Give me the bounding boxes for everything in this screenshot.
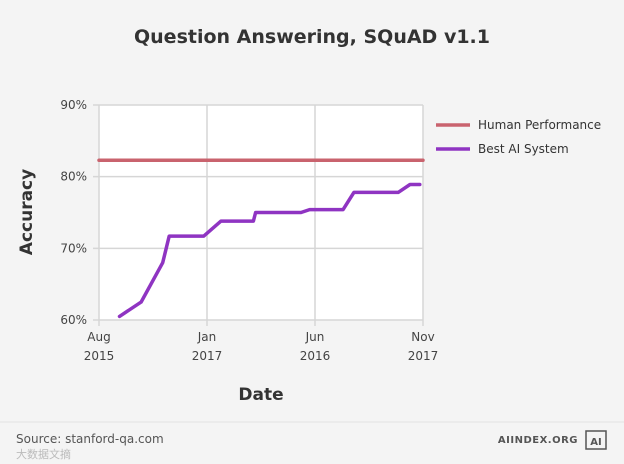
watermark-text: 大数据文摘 bbox=[16, 447, 71, 461]
logo-text: AI bbox=[590, 437, 601, 448]
y-axis-label: Accuracy bbox=[17, 169, 37, 255]
x-tick-label-month: Jan bbox=[197, 330, 217, 344]
x-tick-label-year: 2017 bbox=[192, 349, 223, 363]
x-tick-label-year: 2017 bbox=[408, 349, 439, 363]
legend-label: Best AI System bbox=[478, 142, 569, 156]
y-tick-label: 70% bbox=[60, 241, 87, 255]
ai-index-logo: AI bbox=[585, 430, 607, 450]
x-tick-label-month: Aug bbox=[87, 330, 110, 344]
x-tick-label-month: Jun bbox=[305, 330, 325, 344]
x-tick-labels: Aug 2015 Jan 2017 Jun 2016 Nov 2017 bbox=[84, 330, 439, 363]
x-axis-label: Date bbox=[238, 385, 283, 405]
source-text: Source: stanford-qa.com bbox=[16, 432, 164, 446]
x-tick-label-year: 2016 bbox=[300, 349, 331, 363]
x-tick-label-month: Nov bbox=[411, 330, 434, 344]
grid bbox=[93, 104, 424, 326]
legend-label: Human Performance bbox=[478, 118, 601, 132]
chart-title: Question Answering, SQuAD v1.1 bbox=[134, 26, 490, 48]
best-ai-system-line bbox=[117, 182, 422, 319]
y-tick-label: 80% bbox=[60, 170, 87, 184]
y-tick-labels: 60% 70% 80% 90% bbox=[60, 98, 87, 327]
legend: Human Performance Best AI System bbox=[436, 118, 601, 156]
x-tick-label-year: 2015 bbox=[84, 349, 115, 363]
y-tick-label: 60% bbox=[60, 313, 87, 327]
series-layer bbox=[97, 158, 425, 319]
brand-text: AIINDEX.ORG bbox=[498, 435, 578, 446]
y-tick-label: 90% bbox=[60, 98, 87, 112]
